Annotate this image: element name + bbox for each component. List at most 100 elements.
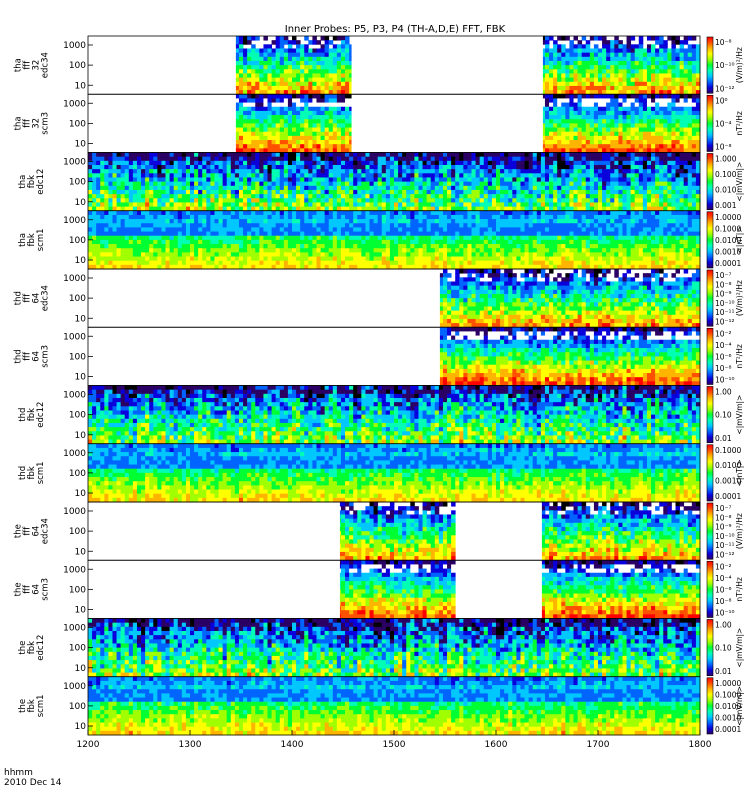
spectrogram-cell <box>247 73 251 78</box>
spectrogram-cell <box>663 48 667 53</box>
spectrogram-cell <box>243 240 247 245</box>
spectrogram-cell <box>353 157 357 162</box>
spectrogram-cell <box>194 169 198 174</box>
spectrogram-cell <box>149 190 153 195</box>
spectrogram-cell <box>296 82 300 87</box>
spectrogram-cell <box>561 94 565 99</box>
spectrogram-cell <box>259 98 263 103</box>
spectrogram-cell <box>647 128 651 133</box>
spectrogram-cell <box>125 240 129 245</box>
spectrogram-cell <box>276 48 280 53</box>
spectrogram-cell <box>284 111 288 116</box>
spectrogram-cell <box>288 132 292 137</box>
spectrogram-cell <box>145 236 149 241</box>
spectrogram-cell <box>455 173 459 178</box>
spectrogram-cell <box>321 161 325 166</box>
spectrogram-cell <box>239 44 243 49</box>
spectrogram-cell <box>333 115 337 120</box>
spectrogram-cell <box>476 186 480 191</box>
spectrogram-cell <box>276 186 280 191</box>
spectrogram-cell <box>631 73 635 78</box>
spectrogram-cell <box>243 123 247 128</box>
spectrogram-cell <box>398 157 402 162</box>
spectrogram-cell <box>590 65 594 70</box>
spectrogram-cell <box>239 36 243 41</box>
spectrogram-cell <box>423 194 427 199</box>
spectrogram-cell <box>663 61 667 66</box>
spectrogram-cell <box>145 211 149 216</box>
spectrogram-cell <box>239 119 243 124</box>
spectrogram-cell <box>108 232 112 237</box>
spectrogram-cell <box>280 252 284 257</box>
spectrogram-cell <box>631 186 635 191</box>
spectrogram-cell <box>688 103 692 108</box>
spectrogram-cell <box>561 128 565 133</box>
spectrogram-cell <box>166 169 170 174</box>
spectrogram-cell <box>374 177 378 182</box>
spectrogram-cell <box>337 78 341 83</box>
spectrogram-cell <box>586 123 590 128</box>
spectrogram-cell <box>374 248 378 253</box>
spectrogram-cell <box>243 153 247 158</box>
spectrogram-cell <box>590 36 594 41</box>
spectrogram-cell <box>161 261 165 266</box>
spectrogram-cell <box>263 94 267 99</box>
spectrogram-cell <box>308 161 312 166</box>
spectrogram-cell <box>435 153 439 158</box>
spectrogram-cell <box>219 244 223 249</box>
spectrogram-cell <box>125 248 129 253</box>
spectrogram-cell <box>153 190 157 195</box>
spectrogram-cell <box>565 86 569 91</box>
spectrogram-cell <box>688 128 692 133</box>
spectrogram-cell <box>198 186 202 191</box>
spectrogram-cell <box>565 69 569 74</box>
spectrogram-cell <box>263 227 267 232</box>
spectrogram-cell <box>190 165 194 170</box>
spectrogram-cell <box>667 140 671 145</box>
spectrogram-cell <box>578 128 582 133</box>
spectrogram-cell <box>614 103 618 108</box>
spectrogram-cell <box>639 53 643 58</box>
spectrogram-cell <box>357 173 361 178</box>
spectrogram-cell <box>463 165 467 170</box>
spectrogram-cell <box>565 78 569 83</box>
spectrogram-cell <box>463 157 467 162</box>
spectrogram-cell <box>145 169 149 174</box>
spectrogram-cell <box>402 194 406 199</box>
spectrogram-cell <box>545 107 549 112</box>
spectrogram-cell <box>692 169 696 174</box>
spectrogram-cell <box>667 86 671 91</box>
spectrogram-cell <box>663 119 667 124</box>
spectrogram-cell <box>337 232 341 237</box>
spectrogram-cell <box>223 248 227 253</box>
spectrogram-cell <box>178 153 182 158</box>
spectrogram-cell <box>667 94 671 99</box>
spectrogram-cell <box>431 182 435 187</box>
spectrogram-cell <box>382 202 386 207</box>
spectrogram-cell <box>365 177 369 182</box>
spectrogram-cell <box>651 73 655 78</box>
spectrogram-cell <box>304 248 308 253</box>
spectrogram-cell <box>333 94 337 99</box>
spectrogram-cell <box>304 82 308 87</box>
spectrogram-cell <box>284 128 288 133</box>
spectrogram-cell <box>341 223 345 228</box>
spectrogram-cell <box>304 215 308 220</box>
spectrogram-cell <box>141 248 145 253</box>
spectrogram-cell <box>647 198 651 203</box>
spectrogram-cell <box>268 232 272 237</box>
spectrogram-cell <box>316 211 320 216</box>
spectrogram-cell <box>288 236 292 241</box>
spectrogram-cell <box>667 119 671 124</box>
spectrogram-cell <box>243 223 247 228</box>
spectrogram-cell <box>288 157 292 162</box>
spectrogram-cell <box>651 186 655 191</box>
spectrogram-cell <box>255 153 259 158</box>
spectrogram-cell <box>663 177 667 182</box>
spectrogram-cell <box>300 211 304 216</box>
spectrogram-cell <box>541 182 545 187</box>
spectrogram-cell <box>276 136 280 141</box>
spectrogram-cell <box>227 169 231 174</box>
spectrogram-cell <box>590 98 594 103</box>
spectrogram-cell <box>210 165 214 170</box>
